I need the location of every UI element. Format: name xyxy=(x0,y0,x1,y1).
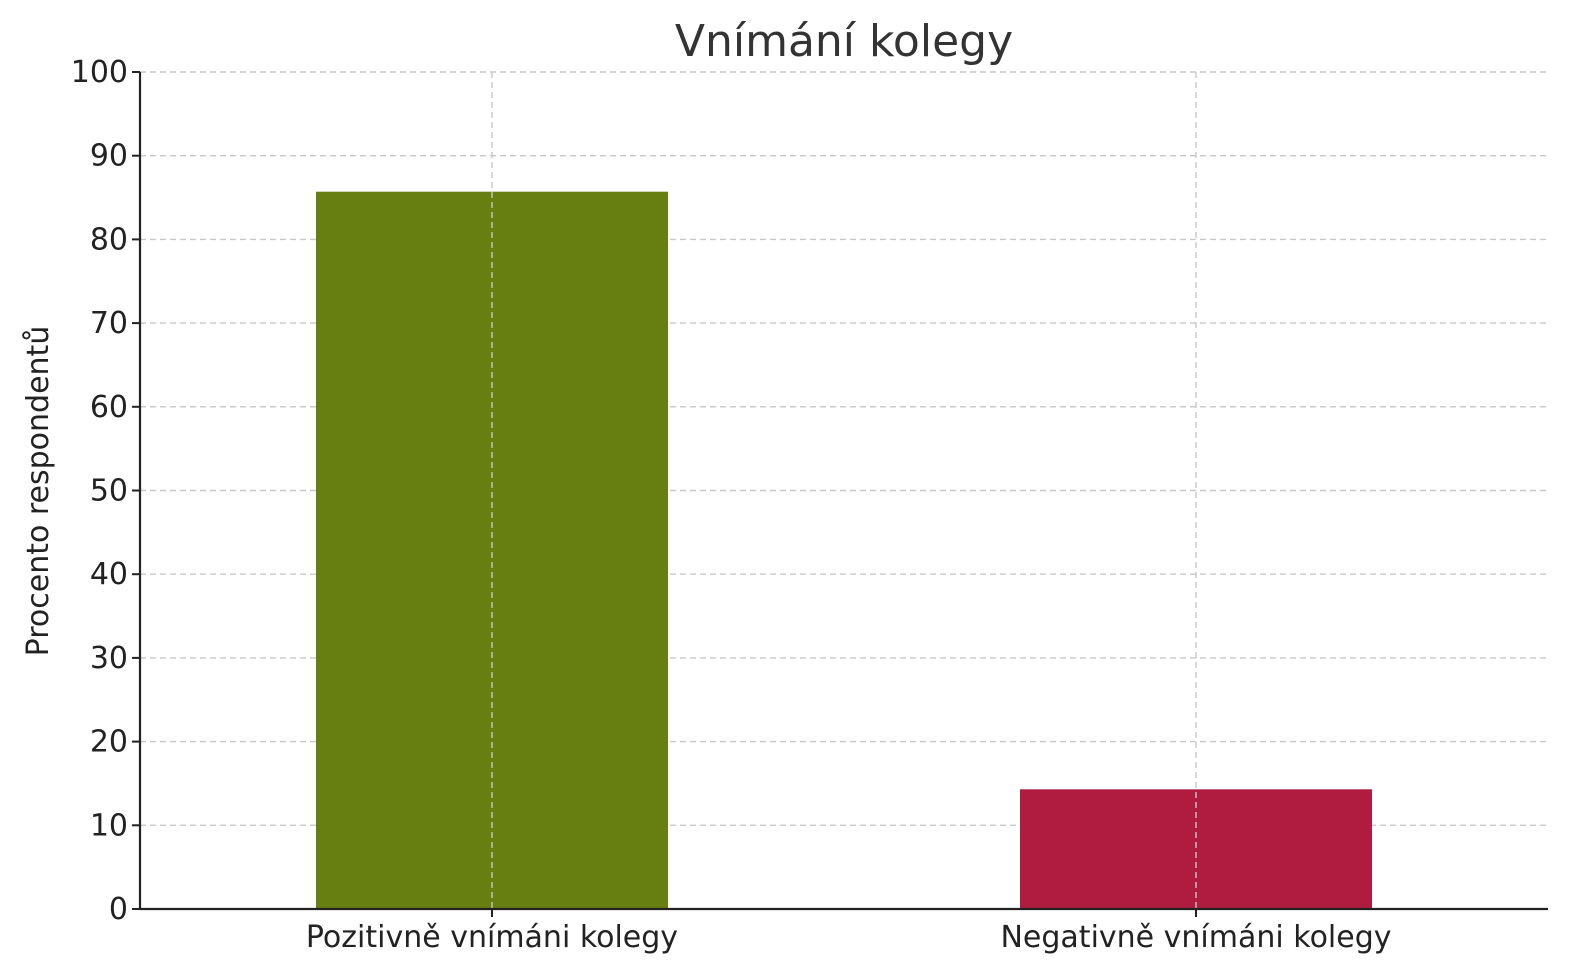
y-tick-label: 90 xyxy=(90,139,128,174)
y-tick-label: 10 xyxy=(90,808,128,843)
y-tick-label: 100 xyxy=(71,55,128,90)
y-tick-label: 60 xyxy=(90,390,128,425)
chart-title: Vnímání kolegy xyxy=(675,16,1013,67)
y-tick-label: 40 xyxy=(90,557,128,592)
y-tick-label: 50 xyxy=(90,474,128,509)
y-tick-label: 80 xyxy=(90,222,128,257)
bar xyxy=(1020,789,1372,909)
y-tick-label: 20 xyxy=(90,725,128,760)
y-tick-label: 0 xyxy=(109,892,128,927)
x-tick-label: Negativně vnímáni kolegy xyxy=(1000,920,1391,955)
y-tick-label: 70 xyxy=(90,306,128,341)
bar xyxy=(316,191,668,910)
ticks: 0 10 20 30 40 50 60 70 80 90 100 Pozitivně vnímáni … xyxy=(71,55,1392,955)
y-tick-label: 30 xyxy=(90,641,128,676)
x-tick-label: Pozitivně vnímáni kolegy xyxy=(306,920,678,955)
bars xyxy=(316,191,1372,910)
y-axis-label: Procento respondentů xyxy=(21,326,56,657)
